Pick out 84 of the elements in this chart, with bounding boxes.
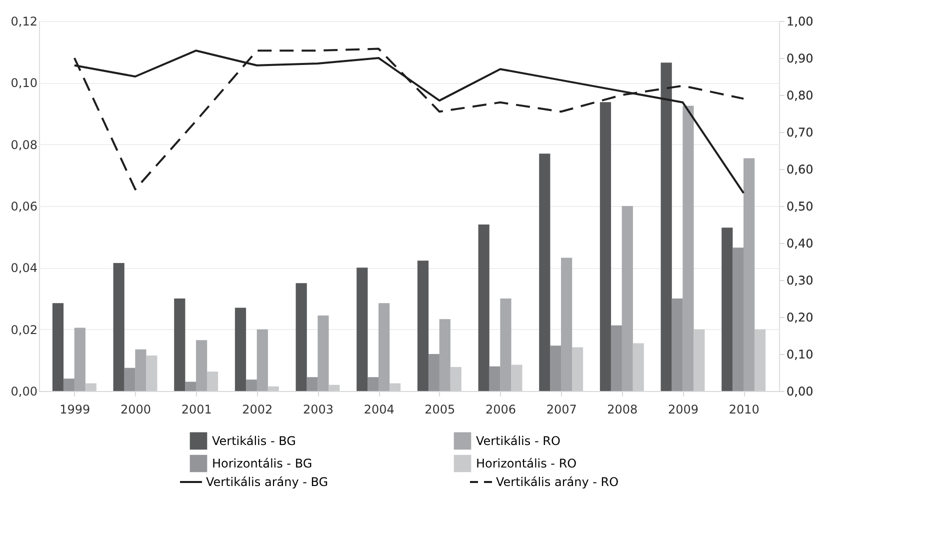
legend-label: Horizontális - BG: [212, 456, 312, 470]
bar: [622, 206, 633, 391]
bar: [378, 303, 390, 391]
legend-label: Vertikális - BG: [212, 434, 296, 448]
bar: [85, 383, 96, 391]
legend-label: Vertikális - RO: [476, 434, 560, 448]
bar: [500, 298, 512, 391]
bar: [550, 346, 562, 391]
bar: [234, 308, 246, 391]
bar: [246, 380, 257, 391]
x-tick-label: 2001: [181, 402, 212, 416]
y2-tick-label: 0,30: [786, 274, 814, 288]
bar: [478, 224, 490, 391]
y2-tick-label: 0,80: [786, 88, 814, 102]
x-tick-label: 2008: [607, 402, 638, 416]
x-tick-label: 2004: [364, 402, 394, 416]
y-tick-label: 0,06: [10, 200, 38, 214]
x-tick-label: 2000: [120, 402, 152, 416]
bar: [600, 102, 612, 391]
bar: [52, 303, 64, 391]
bar: [368, 377, 379, 391]
bar: [682, 106, 694, 391]
y2-tick-label: 0,10: [786, 348, 814, 362]
y2-tick-label: 0,70: [786, 126, 814, 140]
x-tick-label: 2005: [424, 402, 456, 416]
bar: [328, 384, 340, 391]
bar: [296, 283, 307, 391]
bar: [74, 328, 86, 391]
x-tick-label: 2007: [546, 402, 577, 416]
bar: [113, 263, 124, 391]
bar: [206, 372, 218, 391]
y-tick-label: 0,08: [10, 138, 38, 152]
legend-label: Horizontális - RO: [476, 456, 577, 470]
y-tick-label: 0,00: [10, 384, 38, 398]
bar: [196, 340, 208, 391]
bar: [174, 298, 186, 391]
x-tick-label: 2009: [668, 402, 699, 416]
bar: [185, 382, 196, 391]
y2-tick-label: 0,40: [786, 236, 814, 250]
bar: [256, 329, 268, 391]
y-tick-label: 0,10: [10, 76, 38, 90]
bar: [63, 378, 74, 391]
bar: [135, 349, 146, 391]
bar: [306, 377, 318, 391]
bar: [672, 298, 683, 391]
x-tick-label: 2002: [242, 402, 273, 416]
bar: [428, 354, 440, 391]
bar: [722, 228, 733, 391]
bar: [754, 329, 766, 391]
bar: [356, 268, 368, 391]
bar: [511, 364, 522, 391]
bar: [124, 368, 136, 391]
bar: [539, 154, 550, 391]
bar: [439, 319, 450, 391]
legend-label: Vertikális arány - BG: [206, 475, 328, 489]
bar: [450, 366, 462, 391]
y2-tick-label: 0,00: [786, 384, 814, 398]
bar: [268, 386, 279, 391]
y2-tick-label: 0,90: [786, 52, 814, 66]
bar: [732, 248, 744, 391]
x-tick-label: 2006: [485, 402, 516, 416]
x-tick-label: 2003: [302, 402, 334, 416]
x-tick-label: 2010: [728, 402, 760, 416]
bar: [318, 315, 329, 391]
y-tick-label: 0,02: [10, 322, 38, 337]
y2-tick-label: 0,50: [786, 200, 814, 214]
bar: [744, 158, 755, 391]
bar: [146, 356, 158, 391]
bar: [632, 343, 644, 391]
y-tick-label: 0,04: [10, 261, 38, 276]
bar: [389, 383, 401, 391]
y2-tick-label: 1,00: [786, 14, 814, 28]
legend-label: Vertikális arány - RO: [496, 475, 619, 489]
bar: [572, 347, 584, 391]
y2-tick-label: 0,20: [786, 310, 814, 324]
y2-tick-label: 0,60: [786, 162, 814, 176]
bar: [694, 329, 705, 391]
y-tick-label: 0,12: [10, 14, 38, 28]
x-tick-label: 1999: [60, 402, 90, 416]
bar: [417, 260, 429, 391]
bar: [489, 366, 500, 391]
bar: [610, 325, 622, 391]
bar: [561, 258, 572, 391]
bar: [660, 62, 672, 391]
